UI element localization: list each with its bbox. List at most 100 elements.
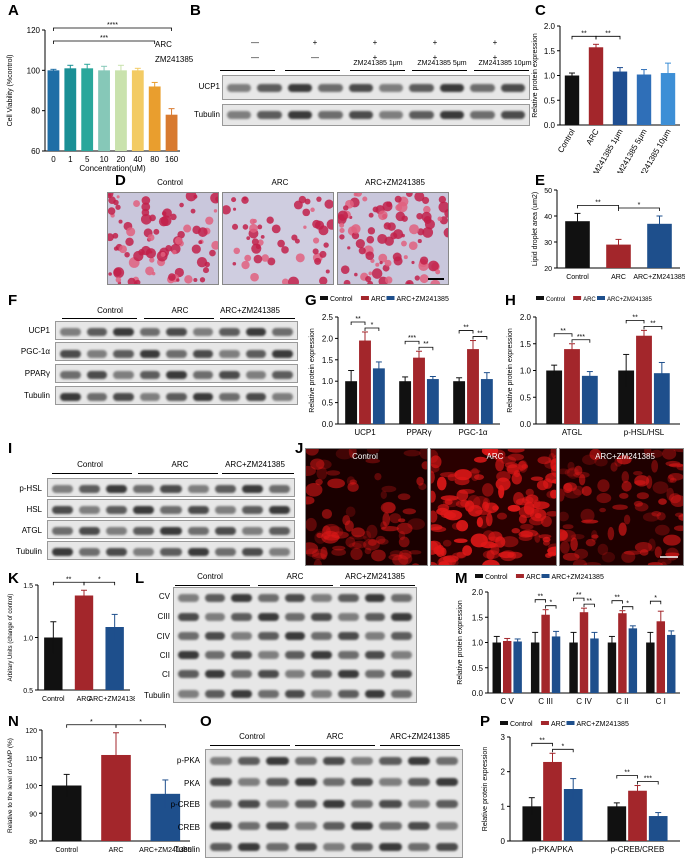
bar bbox=[636, 74, 652, 125]
lipid-droplet bbox=[147, 234, 155, 241]
blot-band bbox=[139, 349, 161, 358]
x-tick-label: Control bbox=[42, 696, 65, 703]
x-tick-label: 160 bbox=[165, 155, 179, 164]
lipid-droplet bbox=[192, 225, 201, 235]
lipid-droplet bbox=[251, 238, 259, 246]
fluorescent-cell bbox=[507, 504, 521, 512]
significance-bracket bbox=[404, 340, 420, 345]
fluorescent-cell bbox=[416, 476, 424, 486]
y-tick-label: 0 bbox=[501, 837, 506, 846]
x-tick-label: 5 bbox=[85, 155, 90, 164]
blot-band bbox=[439, 84, 465, 92]
blot-band bbox=[364, 670, 386, 679]
blot-band bbox=[257, 111, 282, 119]
significance-label: * bbox=[626, 601, 629, 608]
blot-band bbox=[287, 84, 313, 92]
blot-band bbox=[407, 843, 430, 852]
group-underline bbox=[52, 473, 132, 474]
blot-band bbox=[60, 327, 81, 336]
blot-band bbox=[338, 670, 359, 679]
blot-row-label: CIII bbox=[157, 612, 170, 621]
group-underline bbox=[258, 585, 333, 586]
bar bbox=[628, 790, 647, 841]
lipid-droplet bbox=[158, 216, 169, 227]
fluorescent-cell bbox=[364, 547, 372, 555]
arc-mark: + bbox=[372, 38, 378, 47]
blot-band bbox=[258, 651, 279, 660]
group-label: ARC bbox=[171, 306, 189, 315]
legend-swatch bbox=[566, 721, 575, 725]
fluorescent-cell bbox=[436, 476, 447, 491]
lipid-droplet bbox=[347, 246, 351, 250]
fluorescent-cell bbox=[591, 534, 599, 539]
lipid-droplet bbox=[394, 195, 402, 203]
blot-band bbox=[166, 349, 187, 358]
fluorescent-cell bbox=[398, 518, 406, 523]
lipid-droplet bbox=[113, 246, 119, 251]
lipid-droplet bbox=[127, 277, 136, 284]
legend-label: ARC+ZM241385 bbox=[607, 297, 653, 303]
lipid-droplet bbox=[424, 219, 435, 230]
blot-band bbox=[238, 843, 261, 852]
fluorescent-cell bbox=[589, 449, 602, 461]
y-tick-label: 50 bbox=[544, 188, 552, 195]
fluorescent-cell bbox=[380, 502, 396, 514]
lipid-droplet bbox=[266, 216, 274, 224]
fluorescent-cell bbox=[532, 501, 550, 510]
blot-band bbox=[231, 593, 252, 602]
fluorescent-cell bbox=[550, 489, 556, 499]
lipid-droplet bbox=[232, 223, 239, 230]
blot-band bbox=[407, 821, 430, 830]
fluorescent-cell bbox=[520, 523, 534, 530]
blot-band bbox=[266, 800, 289, 808]
blot-band bbox=[133, 547, 155, 556]
fluorescent-cell bbox=[495, 477, 511, 491]
lipid-droplet bbox=[368, 271, 373, 276]
significance-bracket bbox=[552, 748, 574, 753]
blot-band bbox=[257, 84, 282, 92]
lipid-droplet bbox=[298, 195, 307, 204]
significance-bracket bbox=[595, 35, 621, 40]
lipid-droplet bbox=[277, 239, 285, 248]
fluorescent-cell bbox=[614, 457, 623, 467]
fluorescent-cell bbox=[306, 465, 316, 477]
lipid-droplet bbox=[416, 212, 423, 220]
fluorescent-cell bbox=[348, 449, 357, 459]
bar bbox=[372, 368, 385, 424]
fluorescent-cell bbox=[574, 548, 589, 560]
x-tick-label: C I bbox=[656, 697, 666, 706]
panel-label-f: F bbox=[8, 292, 18, 309]
fluorescent-cell bbox=[562, 524, 574, 530]
fluorescent-cell bbox=[366, 449, 380, 455]
blot-band bbox=[210, 843, 233, 852]
blot-band bbox=[500, 111, 525, 119]
blot-band bbox=[178, 593, 199, 602]
fluorescent-cell bbox=[313, 559, 322, 565]
fluorescent-cell bbox=[673, 525, 683, 532]
lipid-droplet bbox=[223, 205, 231, 215]
x-tick-label: ARC bbox=[77, 696, 92, 703]
lipid-droplet bbox=[351, 232, 360, 240]
lipid-droplet bbox=[367, 227, 376, 235]
blot-band bbox=[86, 371, 108, 380]
blot-band bbox=[311, 593, 332, 602]
lipid-droplet bbox=[314, 257, 322, 265]
blot-band bbox=[192, 349, 214, 358]
chart-p-pka-creb: 0 1 2 3 Relative protein expression p-PKA/PKA… bbox=[482, 721, 680, 854]
fluorescent-cell bbox=[452, 552, 467, 559]
fluorescent-cell bbox=[306, 449, 319, 456]
lipid-droplet bbox=[172, 249, 177, 255]
lipid-droplet bbox=[126, 227, 136, 237]
blot-row-label: CREB bbox=[177, 823, 200, 832]
y-tick-label: 1.5 bbox=[472, 613, 484, 622]
oil-red-image-arc-zm bbox=[337, 192, 449, 285]
blot-row-label: p-PKA bbox=[176, 756, 200, 765]
fluorescent-cell bbox=[581, 519, 599, 524]
fluorescent-cell bbox=[574, 465, 583, 476]
lipid-droplet bbox=[232, 261, 237, 266]
significance-bracket bbox=[571, 339, 591, 343]
blot-band bbox=[187, 547, 209, 556]
fluorescent-cell bbox=[431, 455, 442, 469]
lipid-droplet bbox=[310, 207, 315, 213]
